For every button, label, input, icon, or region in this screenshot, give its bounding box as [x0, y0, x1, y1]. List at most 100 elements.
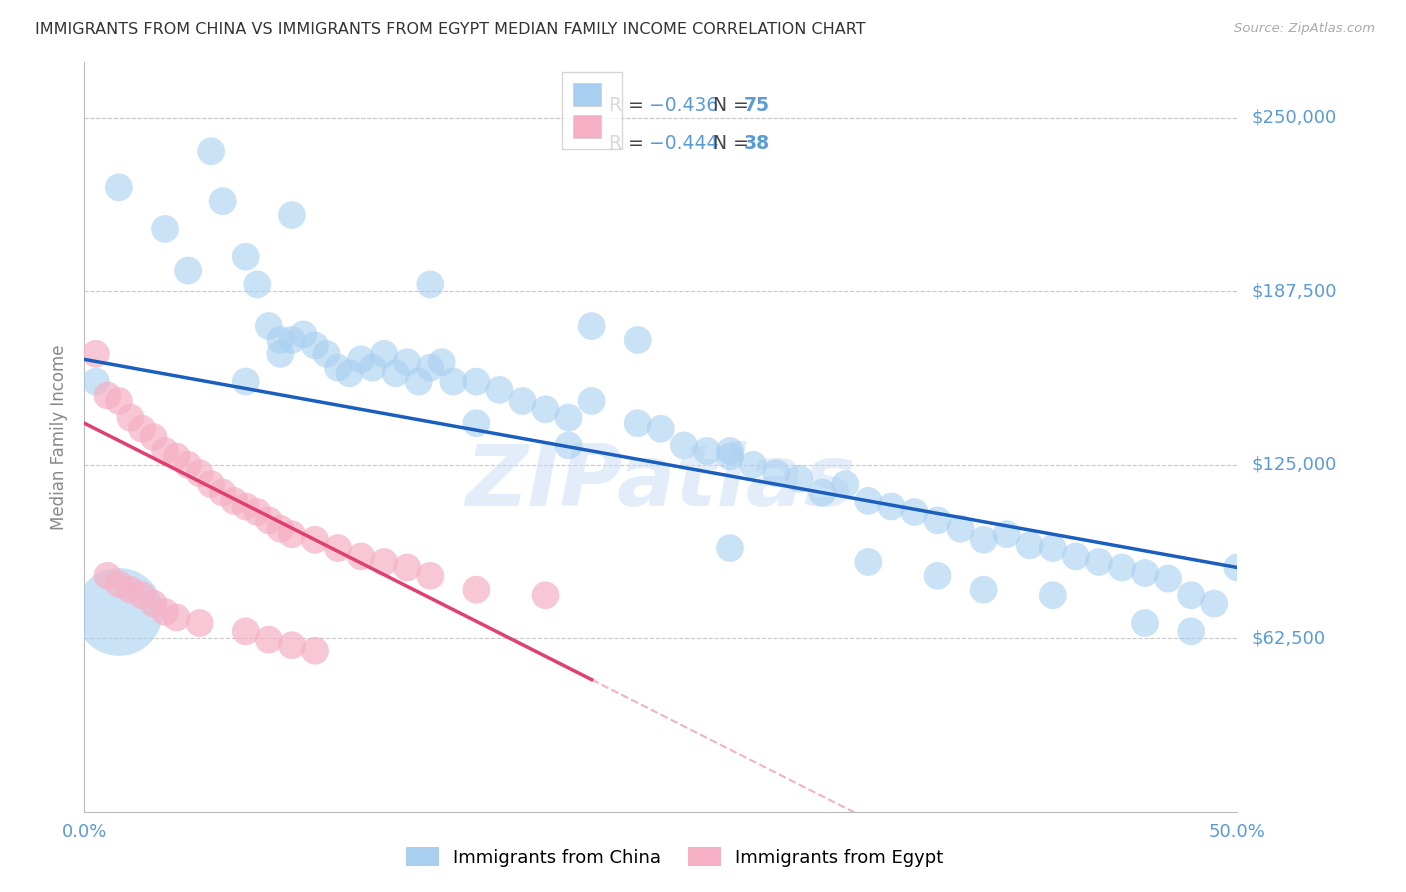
Point: [1064, 549, 1087, 564]
Text: N =: N =: [702, 96, 755, 115]
Point: [408, 375, 430, 389]
Point: [1204, 597, 1226, 611]
Point: [396, 560, 419, 574]
Point: [742, 458, 765, 472]
Point: [131, 588, 153, 602]
Point: [973, 582, 995, 597]
Point: [235, 250, 257, 264]
Point: [1133, 566, 1156, 580]
Point: [557, 438, 579, 452]
Point: [718, 444, 741, 458]
Point: [142, 597, 165, 611]
Point: [257, 319, 280, 334]
Point: [120, 582, 142, 597]
Point: [1018, 538, 1040, 552]
Point: [1111, 560, 1133, 574]
Point: [718, 541, 741, 555]
Point: [304, 338, 326, 352]
Point: [304, 644, 326, 658]
Point: [811, 485, 834, 500]
Text: Source: ZipAtlas.com: Source: ZipAtlas.com: [1234, 22, 1375, 36]
Point: [534, 402, 557, 417]
Point: [188, 466, 211, 480]
Point: [512, 394, 534, 409]
Point: [257, 513, 280, 527]
Point: [765, 466, 787, 480]
Point: [1042, 588, 1064, 602]
Point: [858, 555, 880, 569]
Point: [224, 494, 246, 508]
Point: [557, 410, 579, 425]
Point: [1180, 624, 1202, 639]
Point: [1042, 541, 1064, 555]
Point: [650, 422, 672, 436]
Point: [84, 347, 107, 361]
Point: [419, 360, 441, 375]
Y-axis label: Median Family Income: Median Family Income: [49, 344, 67, 530]
Point: [235, 624, 257, 639]
Point: [108, 577, 131, 591]
Point: [200, 477, 222, 491]
Point: [131, 422, 153, 436]
Point: [581, 319, 603, 334]
Point: [350, 549, 373, 564]
Point: [142, 430, 165, 444]
Point: [292, 327, 315, 342]
Point: [419, 277, 441, 292]
Point: [419, 569, 441, 583]
Legend: , : ,: [561, 72, 621, 150]
Point: [903, 505, 925, 519]
Point: [281, 333, 304, 347]
Point: [973, 533, 995, 547]
Point: [166, 450, 188, 464]
Point: [246, 277, 269, 292]
Point: [315, 347, 337, 361]
Text: −0.444: −0.444: [650, 134, 718, 153]
Text: R =: R =: [609, 134, 650, 153]
Point: [153, 605, 176, 619]
Point: [304, 533, 326, 547]
Point: [246, 505, 269, 519]
Point: [339, 366, 361, 380]
Point: [949, 522, 972, 536]
Point: [880, 500, 903, 514]
Point: [153, 444, 176, 458]
Point: [1226, 560, 1249, 574]
Point: [787, 472, 810, 486]
Point: [672, 438, 695, 452]
Point: [581, 394, 603, 409]
Point: [108, 605, 131, 619]
Point: [534, 588, 557, 602]
Text: $187,500: $187,500: [1251, 283, 1337, 301]
Point: [1157, 572, 1180, 586]
Point: [281, 208, 304, 222]
Point: [1088, 555, 1111, 569]
Point: [465, 416, 488, 430]
Point: [281, 527, 304, 541]
Point: [927, 569, 949, 583]
Text: IMMIGRANTS FROM CHINA VS IMMIGRANTS FROM EGYPT MEDIAN FAMILY INCOME CORRELATION : IMMIGRANTS FROM CHINA VS IMMIGRANTS FROM…: [35, 22, 866, 37]
Point: [153, 222, 176, 236]
Text: ZIPatlas: ZIPatlas: [465, 441, 856, 524]
Point: [96, 569, 118, 583]
Point: [350, 352, 373, 367]
Point: [834, 477, 856, 491]
Legend: Immigrants from China, Immigrants from Egypt: Immigrants from China, Immigrants from E…: [399, 840, 950, 874]
Text: $125,000: $125,000: [1251, 456, 1337, 474]
Point: [465, 582, 488, 597]
Point: [188, 615, 211, 630]
Point: [84, 375, 107, 389]
Point: [235, 375, 257, 389]
Point: [269, 347, 291, 361]
Point: [627, 416, 650, 430]
Point: [488, 383, 510, 397]
Point: [326, 541, 349, 555]
Point: [627, 333, 650, 347]
Point: [696, 444, 718, 458]
Point: [281, 638, 304, 652]
Point: [211, 194, 233, 209]
Point: [96, 388, 118, 402]
Point: [858, 494, 880, 508]
Point: [177, 458, 200, 472]
Point: [108, 394, 131, 409]
